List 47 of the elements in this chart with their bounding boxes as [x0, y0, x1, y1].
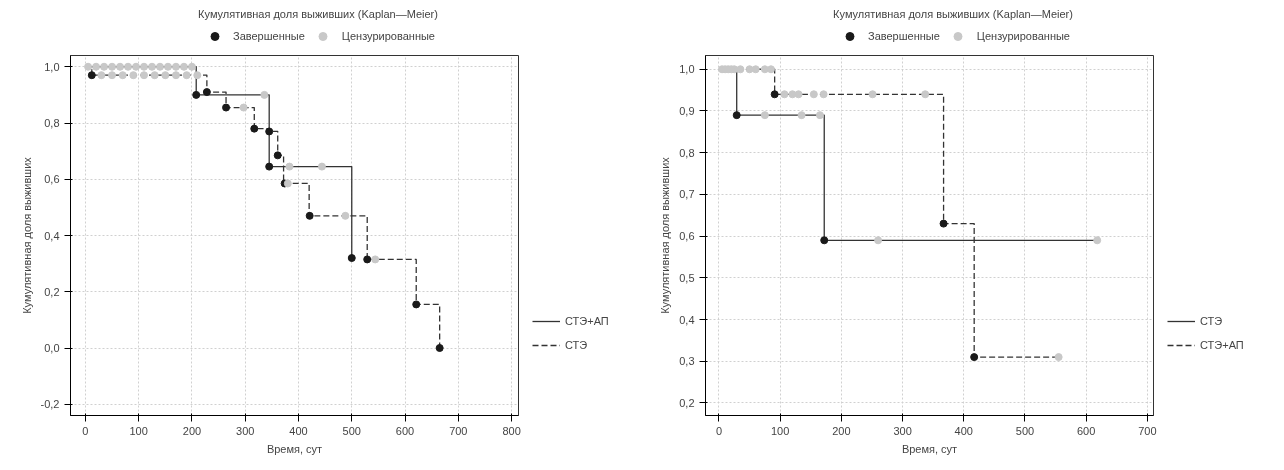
legend-label: СТЭ+АП: [565, 315, 609, 327]
x-tick-label: 500: [1015, 424, 1035, 437]
y-tick-label: 0,6: [44, 173, 60, 186]
x-tick-label: 500: [342, 424, 361, 437]
x-tick-label: 0: [82, 424, 89, 437]
y-tick-label: -0,2: [40, 398, 60, 411]
y-tick-label: 1,0: [679, 63, 695, 76]
x-tick-label: 400: [954, 424, 973, 437]
y-tick-label: 0,5: [679, 271, 695, 284]
x-tick-label: 0: [715, 424, 723, 437]
legend-label: СТЭ: [1200, 315, 1223, 327]
legend-label: СТЭ+АП: [1200, 339, 1244, 351]
y-tick-label: 0,2: [679, 396, 695, 409]
legend-label: СТЭ: [565, 339, 588, 351]
y-tick-label: 0,6: [679, 230, 695, 243]
legend-label: Цензурированные: [976, 29, 1070, 42]
x-tick-label: 100: [129, 424, 148, 437]
y-tick-label: 1,0: [44, 60, 60, 73]
y-tick-label: 0,4: [679, 313, 695, 326]
x-tick-label: 300: [893, 424, 912, 437]
x-tick-label: 800: [502, 424, 521, 437]
x-tick-label: 200: [832, 424, 851, 437]
y-tick-label: 0,9: [679, 104, 695, 117]
x-axis-title: Время, сут: [901, 442, 958, 455]
y-axis-title: Кумулятивная доля выживших: [20, 156, 33, 314]
x-tick-label: 400: [289, 424, 308, 437]
y-tick-label: 0,8: [679, 146, 695, 159]
y-tick-label: 0,2: [44, 285, 60, 298]
y-tick-label: 0,4: [44, 229, 60, 242]
legend-label: Завершенные: [868, 29, 940, 42]
x-tick-label: 700: [1138, 424, 1157, 437]
y-tick-label: 0,0: [44, 342, 60, 354]
y-tick-label: 0,3: [679, 355, 695, 368]
x-tick-label: 100: [770, 424, 790, 437]
chart-title: Кумулятивная доля выживших (Kaplan—Meier): [198, 7, 438, 20]
legend-label: Завершенные: [233, 29, 305, 42]
x-tick-label: 300: [236, 424, 255, 437]
y-tick-label: 0,7: [679, 188, 695, 201]
x-tick-label: 700: [449, 424, 468, 437]
x-tick-label: 600: [395, 424, 415, 437]
y-tick-label: 0,8: [44, 117, 60, 129]
x-tick-label: 200: [182, 424, 202, 437]
y-axis-title: Кумулятивная доля выживших: [659, 156, 672, 314]
legend-label: Цензурированные: [341, 29, 435, 42]
x-tick-label: 600: [1077, 424, 1096, 437]
x-axis-title: Время, сут: [266, 442, 323, 455]
chart-title: Кумулятивная доля выживших (Kaplan—Meier): [833, 7, 1073, 20]
